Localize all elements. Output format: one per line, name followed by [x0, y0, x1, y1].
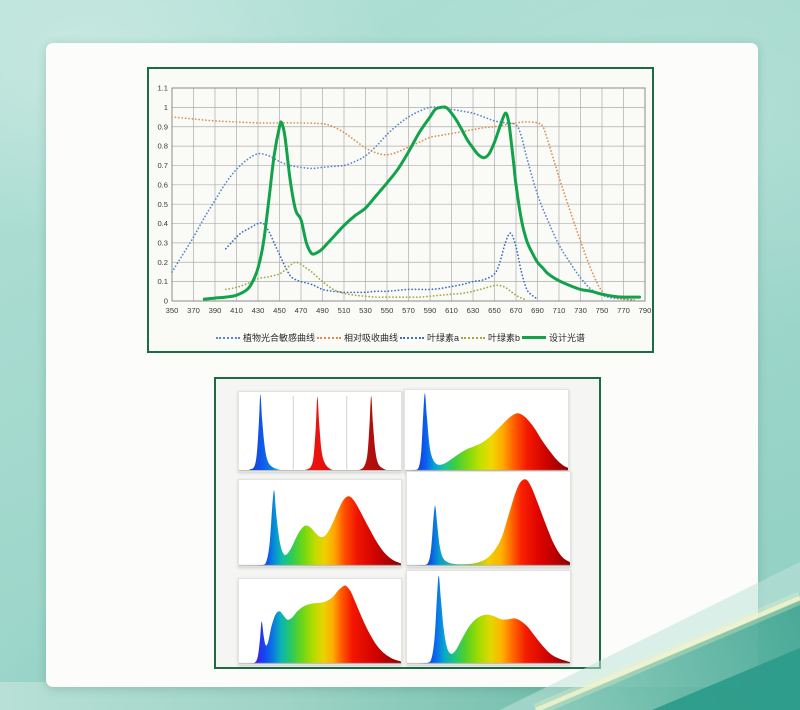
chart-legend: 植物光合敏感曲线 相对吸收曲线 叶绿素a 叶绿素b 设计光谱 [149, 331, 652, 344]
spectrum-card-1 [238, 391, 402, 472]
svg-text:510: 510 [338, 306, 351, 315]
svg-text:370: 370 [187, 306, 200, 315]
svg-text:550: 550 [381, 306, 394, 315]
svg-text:0.1: 0.1 [157, 277, 168, 286]
svg-text:450: 450 [273, 306, 286, 315]
legend-item-absorption: 相对吸收曲线 [316, 331, 398, 344]
svg-text:750: 750 [596, 306, 609, 315]
spectrum-svg [407, 479, 570, 566]
spectrum-svg [239, 490, 401, 566]
spectrum-svg [407, 575, 570, 664]
svg-text:1.1: 1.1 [157, 84, 168, 93]
svg-text:630: 630 [467, 306, 480, 315]
svg-text:0.4: 0.4 [157, 219, 168, 228]
dotted-line-swatch-icon [215, 336, 240, 339]
spectrum-card-6 [406, 570, 571, 665]
svg-text:390: 390 [209, 306, 222, 315]
svg-text:610: 610 [445, 306, 458, 315]
spectrum-card-2 [404, 389, 569, 472]
spectrum-svg [405, 393, 568, 471]
svg-text:0.6: 0.6 [157, 180, 168, 189]
spectrum-svg [239, 394, 401, 471]
legend-item-chlorophyll-a: 叶绿素a [399, 331, 459, 344]
svg-text:0: 0 [164, 297, 168, 306]
legend-item-design-spectrum: 设计光谱 [522, 331, 585, 344]
legend-label: 叶绿素b [488, 333, 521, 343]
svg-text:0.7: 0.7 [157, 161, 168, 170]
svg-text:650: 650 [488, 306, 501, 315]
svg-text:490: 490 [316, 306, 329, 315]
svg-text:350: 350 [166, 306, 179, 315]
legend-item-chlorophyll-b: 叶绿素b [461, 331, 520, 344]
svg-text:410: 410 [230, 306, 243, 315]
legend-label: 叶绿素a [426, 333, 459, 343]
legend-label: 植物光合敏感曲线 [242, 333, 315, 343]
spectrum-card-4 [406, 471, 571, 567]
legend-label: 相对吸收曲线 [343, 333, 398, 343]
legend-label: 设计光谱 [549, 333, 586, 343]
main-chart-box: 350 370 390 410 430 450 470 490 510 530 550 570 590 6… [147, 67, 654, 353]
content-card: 350 370 390 410 430 450 470 490 510 530 550 570 590 6… [46, 43, 758, 687]
dotted-line-swatch-icon [399, 336, 424, 339]
svg-text:1: 1 [164, 103, 168, 112]
svg-text:590: 590 [424, 306, 437, 315]
svg-text:0.9: 0.9 [157, 122, 168, 131]
spectra-panel-box [214, 377, 601, 669]
main-chart-svg: 350 370 390 410 430 450 470 490 510 530 550 570 590 6… [157, 84, 652, 315]
svg-text:430: 430 [252, 306, 265, 315]
solid-line-swatch-icon [522, 336, 547, 339]
dotted-line-swatch-icon [316, 336, 341, 339]
svg-text:470: 470 [295, 306, 308, 315]
spectrum-card-5 [238, 578, 402, 665]
dotted-line-swatch-icon [461, 336, 485, 339]
svg-text:690: 690 [531, 306, 544, 315]
svg-text:0.5: 0.5 [157, 200, 168, 209]
svg-text:710: 710 [553, 306, 566, 315]
spectrum-svg [239, 585, 401, 664]
svg-text:790: 790 [639, 306, 652, 315]
svg-text:0.8: 0.8 [157, 142, 168, 151]
legend-item-photosynthesis: 植物光合敏感曲线 [215, 331, 315, 344]
svg-text:570: 570 [402, 306, 415, 315]
svg-text:0.2: 0.2 [157, 258, 168, 267]
svg-text:770: 770 [617, 306, 630, 315]
spectrum-card-3 [238, 479, 402, 567]
svg-text:0.3: 0.3 [157, 239, 168, 248]
svg-text:670: 670 [510, 306, 523, 315]
svg-text:530: 530 [359, 306, 372, 315]
svg-text:730: 730 [574, 306, 587, 315]
